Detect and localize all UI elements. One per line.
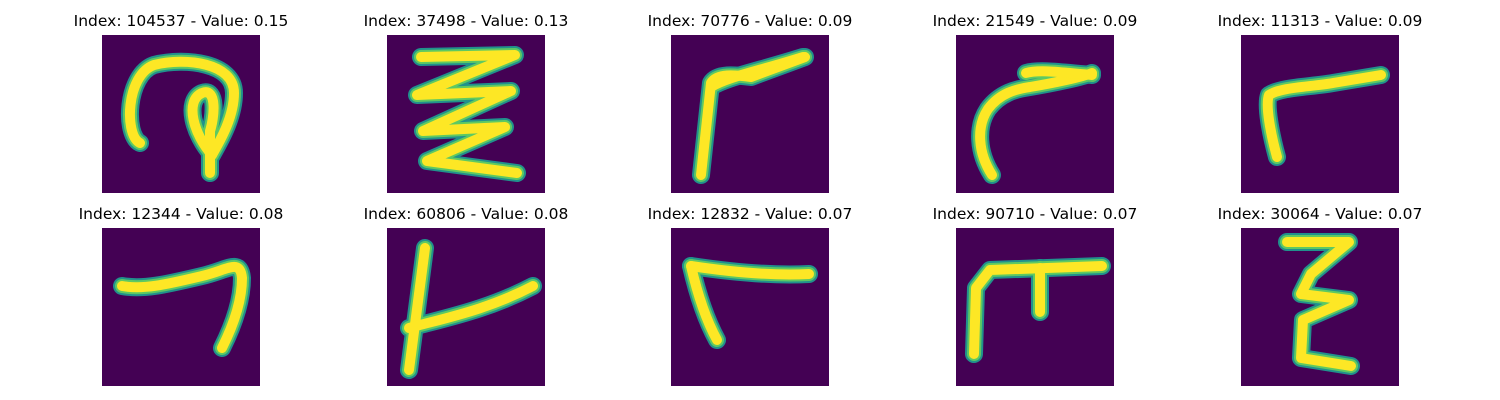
panel-title: Index: 37498 - Value: 0.13 (363, 12, 569, 30)
panel-title: Index: 12344 - Value: 0.08 (78, 205, 284, 223)
glyph-stroke-core (1021, 66, 1097, 80)
glyph-image (671, 228, 829, 386)
panel-3: Index: 70776 - Value: 0.09 (600, 0, 900, 200)
glyph-stroke-core (117, 262, 247, 353)
panel-title: Index: 11313 - Value: 0.09 (1217, 12, 1423, 30)
glyph-stroke-core (706, 52, 808, 92)
panel-2: Index: 37498 - Value: 0.13 (316, 0, 616, 200)
glyph-image (387, 228, 545, 386)
glyph-image (1241, 35, 1399, 193)
panel-4: Index: 21549 - Value: 0.09 (885, 0, 1185, 200)
panel-5: Index: 11313 - Value: 0.09 (1170, 0, 1470, 200)
glyph-stroke-core (1262, 70, 1386, 162)
glyph-image (102, 35, 260, 193)
panel-6: Index: 12344 - Value: 0.08 (31, 0, 331, 386)
panel-title: Index: 90710 - Value: 0.07 (932, 205, 1138, 223)
panel-7: Index: 60806 - Value: 0.08 (316, 0, 616, 386)
glyph-stroke-core (969, 261, 1107, 359)
panel-1: Index: 104537 - Value: 0.15 (31, 0, 331, 200)
glyph-image (956, 228, 1114, 386)
glyph-stroke-core (975, 68, 1097, 180)
panel-title: Index: 70776 - Value: 0.09 (647, 12, 853, 30)
panel-title: Index: 30064 - Value: 0.07 (1217, 205, 1423, 223)
glyph-image (1241, 228, 1399, 386)
panel-9: Index: 90710 - Value: 0.07 (885, 0, 1185, 386)
glyph-image (387, 35, 545, 193)
glyph-stroke-core (686, 261, 722, 345)
glyph-stroke-core (412, 50, 522, 178)
glyph-stroke-core (686, 261, 814, 280)
glyph-stroke-core (404, 243, 430, 375)
glyph-stroke-core (1282, 237, 1356, 371)
glyph-stroke-core (187, 87, 219, 178)
panel-10: Index: 30064 - Value: 0.07 (1170, 0, 1470, 386)
glyph-image (102, 228, 260, 386)
panel-title: Index: 21549 - Value: 0.09 (932, 12, 1138, 30)
panel-title: Index: 104537 - Value: 0.15 (73, 12, 289, 30)
glyph-image (956, 35, 1114, 193)
glyph-stroke-core (404, 281, 538, 333)
panel-title: Index: 12832 - Value: 0.07 (647, 205, 853, 223)
panel-8: Index: 12832 - Value: 0.07 (600, 0, 900, 386)
glyph-image (671, 35, 829, 193)
glyph-stroke-core (125, 56, 239, 160)
panel-title: Index: 60806 - Value: 0.08 (363, 205, 569, 223)
